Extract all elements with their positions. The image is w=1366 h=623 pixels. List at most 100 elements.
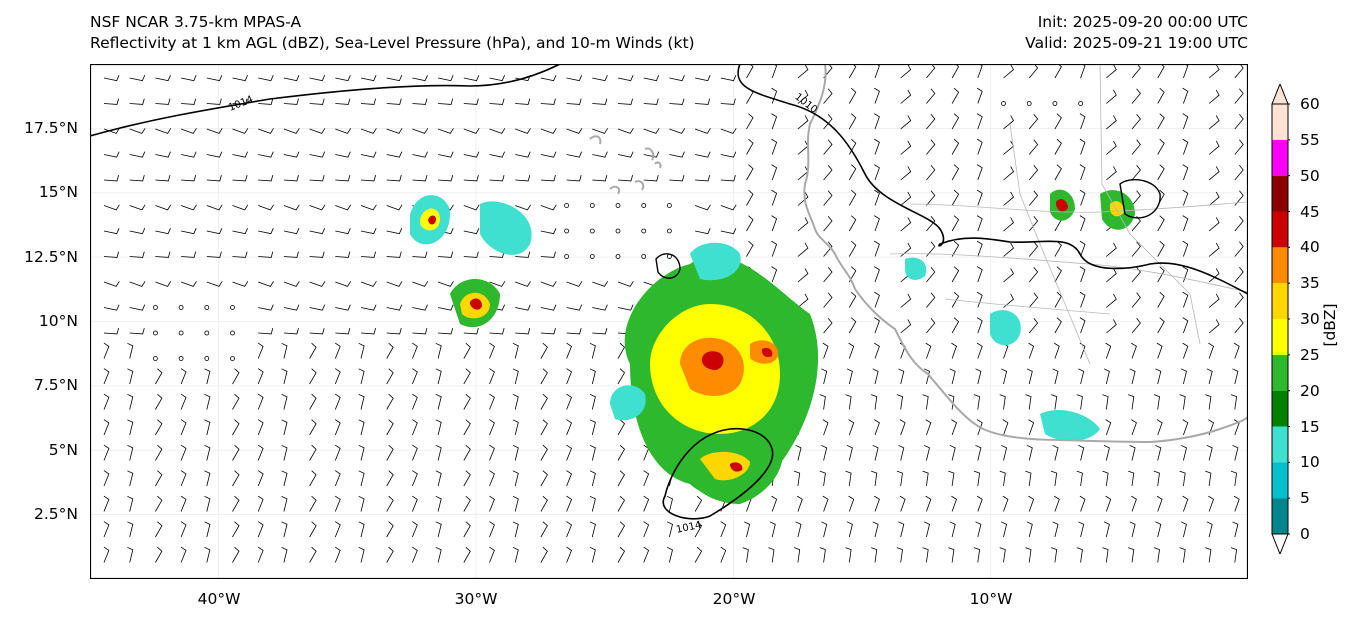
wind-barb (283, 174, 299, 182)
wind-barb (874, 138, 880, 155)
wind-barb (129, 251, 145, 258)
wind-barb (922, 547, 929, 563)
model-name: NSF NCAR 3.75-km MPAS-A (90, 13, 302, 31)
wind-barb (360, 174, 376, 182)
wind-barb (797, 115, 809, 130)
wind-barb (771, 164, 778, 181)
wind-barb (900, 89, 912, 104)
calm-wind-marker (230, 305, 235, 310)
wind-barb (386, 251, 402, 258)
wind-barb (103, 546, 110, 563)
wind-barb (975, 368, 982, 385)
colorbar-tick-label: 25 (1300, 345, 1320, 364)
wind-barb (155, 151, 171, 158)
wind-barb (1157, 240, 1165, 257)
wind-barb (795, 444, 802, 461)
map-panel[interactable]: 1014 1010 1014 (90, 64, 1248, 579)
wind-barb (512, 419, 519, 436)
wind-barb (695, 75, 711, 82)
wind-barb (103, 444, 110, 461)
colorbar-tick-label: 30 (1300, 310, 1320, 328)
calm-wind-marker (178, 330, 184, 336)
wind-barb (412, 393, 418, 410)
wind-barb (1076, 394, 1083, 410)
echo-cluster-south (680, 433, 783, 504)
wind-barb (206, 174, 222, 182)
wind-barb (1182, 113, 1189, 130)
wind-barb (489, 419, 495, 436)
isobar-east-closed (1119, 178, 1161, 219)
wind-barb (283, 98, 299, 105)
wind-barb (925, 419, 932, 436)
wind-barb (720, 128, 737, 134)
wind-barb (1157, 291, 1165, 308)
wind-barb (923, 521, 930, 538)
wind-barb (335, 128, 352, 134)
wind-barb (515, 128, 531, 134)
wind-barb (334, 342, 341, 359)
isobar-1014-south (662, 427, 774, 520)
wind-barb (1234, 139, 1244, 155)
wind-barb (103, 342, 110, 359)
wind-barb (129, 204, 146, 211)
wind-barb (592, 281, 609, 287)
wind-barb (694, 546, 703, 563)
wind-barb (515, 151, 531, 158)
colorbar-tick-label: 10 (1300, 453, 1320, 472)
calm-wind-marker (230, 356, 235, 361)
wind-barb (515, 327, 531, 335)
wind-barb (1208, 293, 1220, 308)
wind-barb (540, 228, 557, 235)
wind-barb (976, 291, 983, 308)
wind-barb (103, 98, 119, 105)
wind-barb (951, 215, 960, 232)
wind-barb (386, 470, 394, 487)
wind-barb (926, 114, 936, 130)
wind-barb (283, 228, 300, 235)
wind-barb (360, 151, 377, 158)
wind-barb (283, 151, 300, 158)
wind-barb (206, 251, 222, 258)
wind-barb (566, 495, 572, 512)
wind-barb (797, 293, 809, 308)
wind-barb (823, 114, 833, 130)
wind-barb (438, 327, 454, 335)
calm-wind-marker (153, 356, 158, 361)
wind-barb (412, 368, 418, 385)
colorbar-bin (1272, 498, 1288, 534)
calm-wind-marker (589, 203, 595, 208)
wind-barb (1050, 394, 1058, 410)
wind-barb (822, 419, 829, 436)
wind-barb (155, 174, 171, 182)
wind-barb (309, 304, 326, 311)
wind-barb (1076, 547, 1083, 563)
wind-barb (1234, 216, 1244, 232)
wind-barb (386, 546, 394, 563)
calm-wind-marker (230, 330, 235, 336)
wind-barb (848, 189, 857, 206)
wind-barb (823, 292, 833, 308)
wind-barb (103, 419, 110, 436)
wind-barb (257, 419, 264, 436)
wind-barb (358, 393, 365, 410)
wind-barb (181, 75, 197, 82)
wind-barb (1206, 444, 1213, 461)
colorbar-tick-label: 40 (1300, 238, 1320, 257)
wind-barb (334, 368, 341, 385)
wind-barb (412, 174, 428, 182)
wind-barb (592, 327, 608, 335)
calm-wind-marker (615, 203, 621, 208)
wind-barb (386, 393, 394, 410)
wind-barb (258, 174, 274, 182)
wind-barb (874, 164, 880, 181)
wind-barb (819, 470, 826, 487)
wind-barb (463, 174, 479, 182)
wind-barb (1182, 419, 1189, 436)
wind-barb (435, 495, 442, 512)
wind-barb (951, 138, 960, 155)
wind-barb (360, 327, 376, 335)
wind-barb (127, 521, 134, 538)
colorbar-tick-label: 35 (1300, 274, 1320, 293)
wind-barb (358, 495, 365, 512)
wind-barb (1103, 521, 1110, 538)
